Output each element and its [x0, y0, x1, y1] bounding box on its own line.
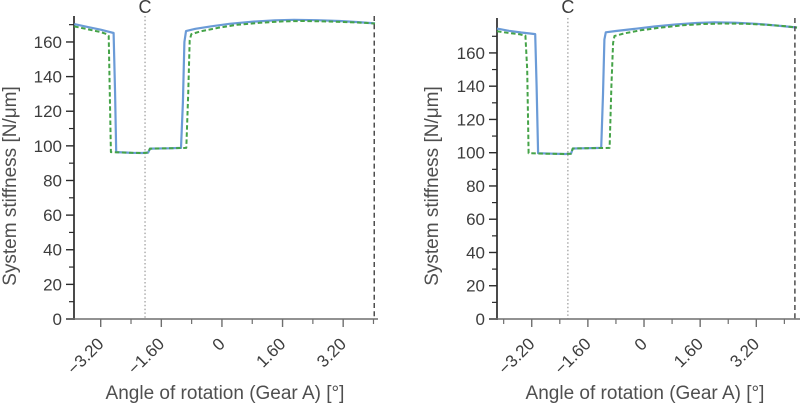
- y-tick-label: 40: [466, 243, 485, 262]
- y-tick-label: 120: [34, 102, 62, 121]
- y-tick-label: 20: [43, 275, 62, 294]
- x-tick-label: 0: [209, 334, 229, 354]
- y-axis-title: System stiffness [N/μm]: [0, 86, 21, 286]
- y-tick-label: 140: [457, 77, 485, 96]
- chart-right: C 0 20 40 60 80 100 120 140 160 −3.20 −1.60 0 1.60 3.2…: [400, 0, 800, 406]
- x-tick-label: −1.60: [551, 334, 595, 378]
- series: [496, 21, 798, 156]
- y-tick-label: 100: [457, 144, 485, 163]
- x-tick-label: 0: [631, 334, 651, 354]
- y-tick-label: 140: [34, 68, 62, 87]
- y-tick-label: 160: [34, 33, 62, 52]
- c-marker-label: C: [561, 0, 574, 17]
- system-stiffness-solid-line: [73, 18, 376, 155]
- chart-right-canvas: C 0 20 40 60 80 100 120 140 160 −3.20 −1.60 0 1.60 3.2…: [457, 0, 800, 378]
- x-tick-label: −3.20: [64, 334, 108, 378]
- system-stiffness-solid-line: [496, 21, 798, 156]
- system-stiffness-dashed-line: [496, 22, 798, 155]
- x-axis: −3.20 −1.60 0 1.60 3.20: [64, 318, 378, 378]
- c-marker: C: [561, 0, 574, 319]
- y-axis-title: System stiffness [N/μm]: [422, 86, 443, 286]
- y-tick-label: 80: [43, 171, 62, 190]
- c-marker-label: C: [139, 0, 152, 17]
- y-tick-label: 100: [34, 137, 62, 156]
- c-marker: C: [139, 0, 152, 319]
- x-tick-label: −1.60: [124, 334, 168, 378]
- x-tick-label: 3.20: [313, 334, 350, 371]
- y-axis: 0 20 40 60 80 100 120 140 160: [34, 16, 75, 329]
- y-tick-label: 40: [43, 241, 62, 260]
- series: [73, 18, 376, 155]
- x-tick-label: −3.20: [495, 334, 539, 378]
- x-tick-label: 1.60: [670, 334, 707, 371]
- y-tick-label: 20: [466, 277, 485, 296]
- x-tick-label: 1.60: [253, 334, 290, 371]
- y-tick-label: 160: [457, 44, 485, 63]
- x-tick-label: 3.20: [726, 334, 763, 371]
- chart-left-canvas: C 0 20 40 60 80 100 120 140 160 −3.20 −1.60 0 1.60 3.2…: [34, 0, 378, 378]
- x-axis-title: Angle of rotation (Gear A) [°]: [105, 383, 345, 404]
- y-tick-label: 0: [53, 310, 62, 329]
- y-tick-label: 0: [476, 310, 485, 329]
- y-tick-label: 80: [466, 177, 485, 196]
- y-tick-label: 60: [43, 206, 62, 225]
- x-axis: −3.20 −1.60 0 1.60 3.20: [495, 318, 800, 378]
- chart-left: C 0 20 40 60 80 100 120 140 160 −3.20 −1.60 0 1.60 3.2…: [0, 0, 378, 404]
- x-axis-title: Angle of rotation (Gear A) [°]: [525, 383, 765, 404]
- y-axis: 0 20 40 60 80 100 120 140 160: [457, 18, 498, 329]
- y-tick-label: 120: [457, 110, 485, 129]
- y-tick-label: 60: [466, 210, 485, 229]
- system-stiffness-dashed-line: [73, 20, 376, 154]
